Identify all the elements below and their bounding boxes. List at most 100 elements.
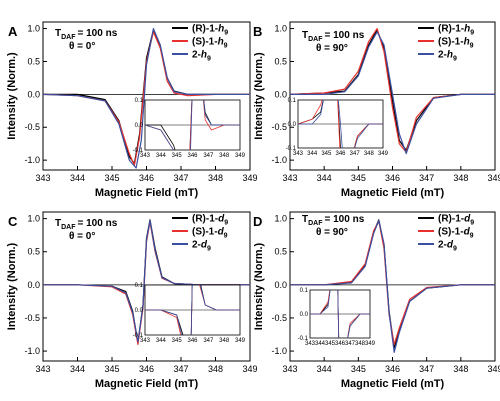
- inset-x-tick-label: 343: [140, 338, 151, 344]
- legend-label: (S)-1-h9: [192, 37, 228, 50]
- inset-x-tick-label: 349: [235, 153, 246, 159]
- inset-y-tick-label: 0.1: [300, 288, 309, 294]
- inset-x-tick-label: 348: [355, 341, 366, 347]
- inset-y-tick-label: 0.1: [135, 98, 144, 104]
- legend-label: (R)-1-d9: [438, 214, 474, 227]
- inset-x-tick-label: 346: [335, 151, 346, 157]
- inset-x-tick-label: 347: [203, 153, 214, 159]
- inset-x-tick-label: 346: [187, 338, 198, 344]
- y-tick-label: 1.0: [274, 214, 287, 224]
- x-tick-label: 346: [139, 173, 154, 183]
- legend-label: (R)-1-h9: [192, 24, 228, 37]
- legend-label: 2-d9: [438, 240, 457, 253]
- inset-x-tick-label: 347: [350, 151, 361, 157]
- x-tick-label: 345: [104, 364, 119, 374]
- x-tick-label: 347: [419, 364, 434, 374]
- y-tick-label: -0.5: [271, 313, 287, 323]
- y-tick-label: -1.0: [271, 346, 287, 356]
- y-tick-label: 0.0: [274, 280, 287, 290]
- inset-x-tick-label: 343: [140, 153, 151, 159]
- legend-label: (R)-1-d9: [192, 214, 228, 227]
- inset-x-tick-label: 345: [325, 341, 336, 347]
- y-tick-label: -1.0: [24, 346, 40, 356]
- y-tick-label: 0.5: [27, 247, 40, 257]
- tdaf-annotation: TDAF = 100 ns: [302, 30, 365, 43]
- y-tick-label: 0.5: [274, 56, 287, 66]
- x-tick-label: 345: [351, 364, 366, 374]
- inset-x-tick-label: 348: [219, 153, 230, 159]
- x-tick-label: 344: [70, 173, 85, 183]
- x-tick-label: 345: [351, 173, 366, 183]
- x-tick-label: 346: [385, 364, 400, 374]
- inset-series-blue: [145, 285, 240, 335]
- inset-x-tick-label: 347: [345, 341, 356, 347]
- y-tick-label: -1.0: [24, 155, 40, 165]
- theta-annotation: θ = 90°: [316, 227, 348, 238]
- legend-label: 2-h9: [438, 50, 457, 63]
- panel-d: 343344345346347348349-1.0-0.50.00.51.0Ma…: [253, 211, 500, 390]
- x-tick-label: 347: [173, 364, 188, 374]
- inset-x-tick-label: 346: [187, 153, 198, 159]
- y-tick-label: 0.0: [27, 89, 40, 99]
- inset-series-red: [298, 100, 383, 148]
- x-tick-label: 348: [208, 173, 223, 183]
- legend-label: (S)-1-d9: [438, 227, 474, 240]
- y-tick-label: -0.5: [24, 313, 40, 323]
- y-tick-label: 1.0: [27, 214, 40, 224]
- x-axis-title: Magnetic Field (mT): [95, 378, 199, 390]
- x-tick-label: 348: [453, 364, 468, 374]
- inset-x-tick-label: 344: [307, 151, 318, 157]
- inset-series-blue: [310, 290, 370, 338]
- inset-y-tick-label: -0.1: [133, 333, 144, 339]
- y-tick-label: 1.0: [27, 24, 40, 34]
- inset-x-tick-label: 348: [364, 151, 375, 157]
- y-axis-title: Intensity (Norm.): [6, 242, 18, 330]
- inset-y-tick-label: 0.0: [288, 122, 297, 128]
- x-tick-label: 344: [317, 173, 332, 183]
- inset-y-tick-label: 0.0: [135, 123, 144, 129]
- x-tick-label: 349: [242, 364, 257, 374]
- y-tick-label: -0.5: [271, 122, 287, 132]
- x-tick-label: 344: [317, 364, 332, 374]
- inset-y-tick-label: 0.1: [288, 98, 297, 104]
- legend-label: 2-h9: [192, 50, 211, 63]
- y-axis-title: Intensity (Norm.): [253, 242, 265, 330]
- y-tick-label: -0.5: [24, 122, 40, 132]
- panel-letter: A: [8, 24, 18, 39]
- x-tick-label: 343: [282, 364, 297, 374]
- inset-series-blue: [145, 100, 240, 150]
- y-tick-label: 0.0: [274, 89, 287, 99]
- inset-y-tick-label: -0.1: [133, 148, 144, 154]
- inset-x-tick-label: 348: [219, 338, 230, 344]
- x-axis-title: Magnetic Field (mT): [95, 187, 199, 199]
- legend-label: (S)-1-d9: [192, 227, 228, 240]
- tdaf-annotation: TDAF = 100 ns: [55, 218, 118, 231]
- inset-x-tick-label: 347: [203, 338, 214, 344]
- series-line-blue: [290, 220, 495, 353]
- series-line-blue: [42, 28, 250, 169]
- x-tick-label: 347: [419, 173, 434, 183]
- series-line-red: [289, 28, 495, 153]
- x-tick-label: 345: [104, 173, 119, 183]
- y-tick-label: 1.0: [274, 24, 287, 34]
- x-tick-label: 346: [385, 173, 400, 183]
- inset-series-red: [145, 100, 240, 150]
- inset-x-tick-label: 345: [172, 338, 183, 344]
- x-tick-label: 347: [173, 173, 188, 183]
- y-tick-label: 0.0: [27, 280, 40, 290]
- series-line-blue: [43, 220, 250, 343]
- panel-letter: B: [253, 24, 262, 39]
- y-axis-title: Intensity (Norm.): [6, 52, 18, 140]
- inset-x-tick-label: 349: [378, 151, 389, 157]
- y-tick-label: 0.5: [274, 247, 287, 257]
- x-tick-label: 344: [70, 364, 85, 374]
- inset-x-tick-label: 344: [315, 341, 326, 347]
- inset-series-black: [145, 100, 240, 150]
- y-axis-title: Intensity (Norm.): [253, 52, 265, 140]
- inset-x-tick-label: 345: [172, 153, 183, 159]
- legend-label: (R)-1-h9: [438, 24, 474, 37]
- inset-x-tick-label: 344: [156, 153, 167, 159]
- inset: 343 344 345 346 347 348 349 0.1 0.0 -0.1: [133, 98, 246, 159]
